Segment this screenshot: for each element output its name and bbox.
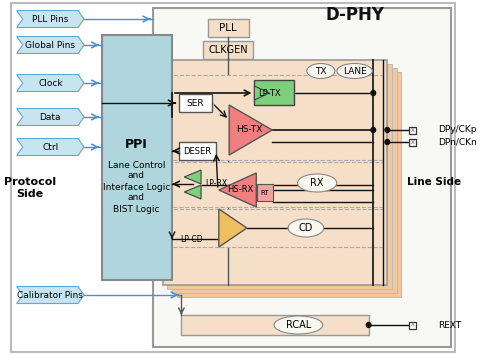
Text: Side: Side [16, 189, 43, 199]
FancyBboxPatch shape [163, 60, 387, 285]
FancyBboxPatch shape [11, 3, 455, 352]
Text: DESER: DESER [183, 147, 211, 155]
FancyBboxPatch shape [208, 19, 249, 37]
Text: and: and [128, 171, 145, 180]
Text: PPI: PPI [125, 138, 148, 152]
Text: PLL: PLL [219, 23, 237, 33]
Ellipse shape [298, 174, 337, 192]
FancyBboxPatch shape [257, 184, 273, 201]
Polygon shape [219, 173, 256, 207]
FancyBboxPatch shape [168, 64, 392, 289]
FancyBboxPatch shape [153, 8, 451, 347]
Text: BIST Logic: BIST Logic [113, 204, 160, 213]
Text: and: and [128, 193, 145, 202]
FancyBboxPatch shape [177, 72, 401, 297]
Text: HS-RX: HS-RX [227, 186, 253, 195]
Polygon shape [17, 138, 84, 155]
Text: Ctrl: Ctrl [42, 142, 59, 152]
Circle shape [366, 322, 371, 328]
Polygon shape [229, 105, 272, 155]
FancyBboxPatch shape [409, 322, 416, 328]
Ellipse shape [274, 316, 323, 334]
Polygon shape [184, 185, 201, 199]
FancyBboxPatch shape [409, 126, 416, 133]
Polygon shape [219, 209, 247, 247]
Text: Lane Control: Lane Control [108, 160, 165, 169]
Circle shape [371, 91, 376, 95]
Text: Data: Data [40, 113, 61, 121]
FancyBboxPatch shape [168, 162, 383, 207]
Text: PLL Pins: PLL Pins [32, 15, 69, 23]
Text: DPy/CKp: DPy/CKp [438, 126, 476, 135]
Text: LP-CD: LP-CD [180, 235, 203, 244]
Text: HS-TX: HS-TX [237, 126, 263, 135]
Polygon shape [17, 75, 84, 92]
Text: X: X [411, 127, 414, 132]
Text: X: X [411, 140, 414, 144]
Text: Interface Logic: Interface Logic [103, 182, 170, 191]
Text: Global Pins: Global Pins [25, 40, 75, 49]
Circle shape [371, 127, 376, 132]
FancyBboxPatch shape [168, 75, 383, 160]
Text: Clock: Clock [38, 78, 63, 87]
Text: SER: SER [187, 98, 204, 108]
Text: TX: TX [315, 66, 326, 76]
Polygon shape [17, 11, 84, 27]
FancyBboxPatch shape [203, 41, 253, 59]
FancyBboxPatch shape [168, 209, 383, 247]
Polygon shape [17, 286, 84, 304]
Circle shape [385, 127, 390, 132]
Text: CLKGEN: CLKGEN [208, 45, 248, 55]
FancyBboxPatch shape [102, 35, 172, 280]
Text: DPn/CKn: DPn/CKn [438, 137, 477, 147]
Text: RX: RX [311, 178, 324, 188]
FancyBboxPatch shape [179, 142, 216, 160]
Polygon shape [17, 37, 84, 54]
Ellipse shape [307, 64, 335, 78]
Polygon shape [184, 170, 201, 184]
Text: Calibrator Pins: Calibrator Pins [17, 290, 84, 300]
Circle shape [385, 140, 390, 144]
FancyBboxPatch shape [172, 68, 396, 293]
Text: REXT: REXT [438, 321, 461, 329]
Text: Protocol: Protocol [4, 177, 56, 187]
FancyBboxPatch shape [409, 138, 416, 146]
Text: LP-TX: LP-TX [258, 88, 281, 98]
Text: X: X [411, 322, 414, 328]
Polygon shape [254, 86, 269, 100]
Text: RCAL: RCAL [286, 320, 311, 330]
Text: LANE: LANE [343, 66, 366, 76]
Ellipse shape [288, 219, 324, 237]
Ellipse shape [337, 64, 372, 78]
FancyBboxPatch shape [254, 80, 294, 105]
Polygon shape [17, 109, 84, 126]
FancyBboxPatch shape [179, 94, 212, 112]
Text: LP-RX: LP-RX [205, 180, 227, 189]
Text: D-PHY: D-PHY [325, 6, 384, 24]
Text: Line Side: Line Side [407, 177, 461, 187]
Text: RT: RT [261, 190, 269, 196]
FancyBboxPatch shape [181, 315, 369, 335]
Text: CD: CD [299, 223, 313, 233]
